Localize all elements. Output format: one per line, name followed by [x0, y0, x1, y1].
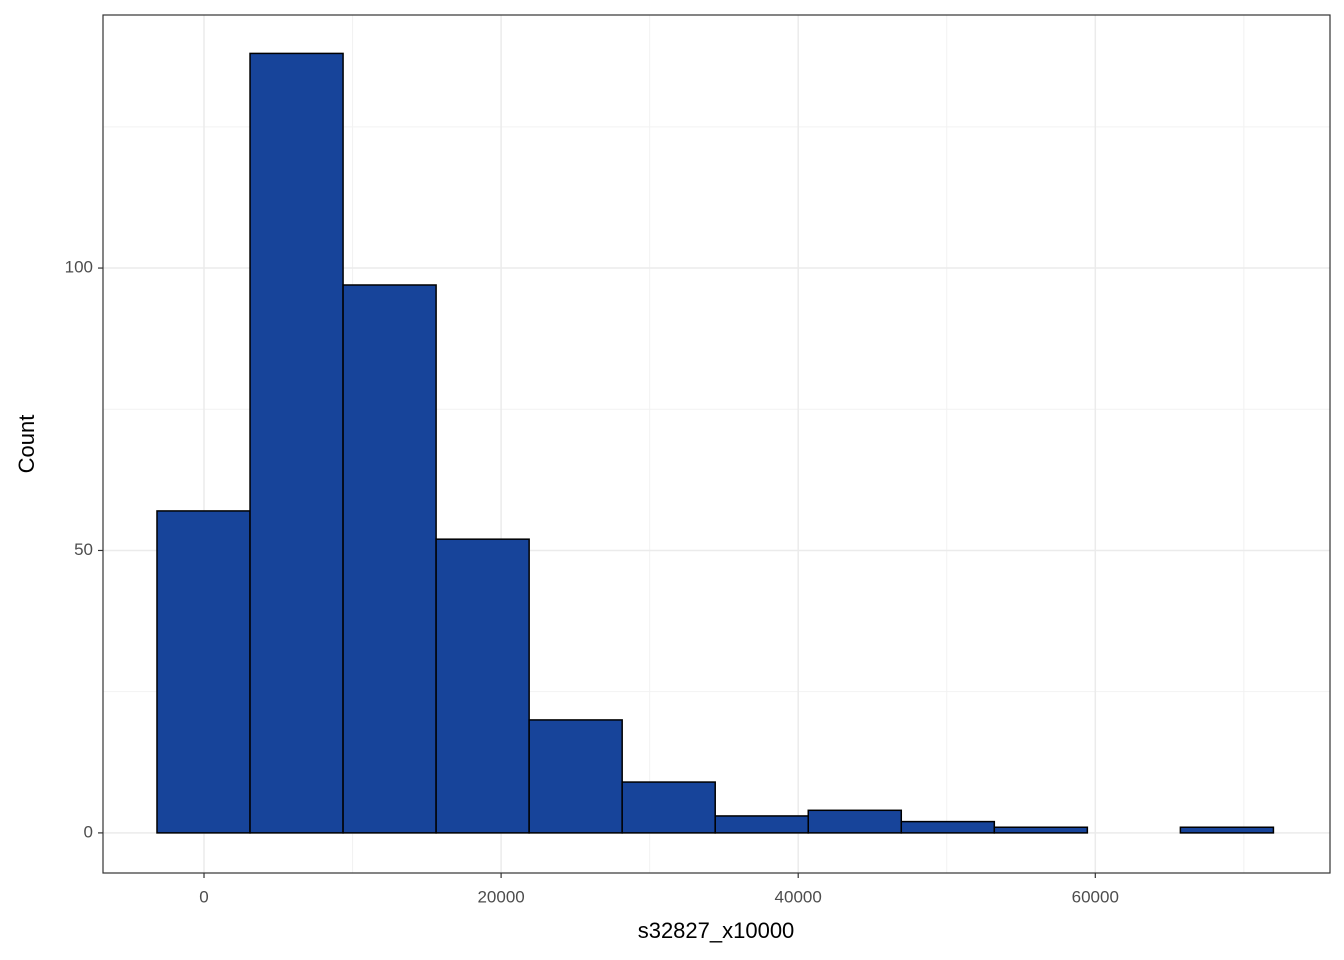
- y-tick-label: 100: [65, 258, 93, 277]
- bar: [714, 815, 809, 834]
- x-tick-label: 20000: [477, 887, 524, 906]
- bar: [993, 826, 1089, 834]
- y-tick-label: 0: [84, 822, 93, 841]
- panel-border: [102, 14, 1331, 874]
- y-axis-title: Count: [14, 415, 39, 474]
- bar: [249, 52, 344, 834]
- y-tick-label: 50: [74, 540, 93, 559]
- x-axis-title: s32827_x10000: [638, 918, 795, 943]
- bar: [342, 284, 437, 834]
- bar: [528, 719, 623, 834]
- x-tick-label: 40000: [775, 887, 822, 906]
- bar: [156, 510, 251, 834]
- bar: [900, 820, 996, 834]
- bar: [621, 781, 716, 834]
- x-tick-label: 60000: [1072, 887, 1119, 906]
- bar: [807, 809, 903, 834]
- bar: [1179, 826, 1275, 834]
- bar: [435, 538, 530, 834]
- x-tick-label: 0: [199, 887, 208, 906]
